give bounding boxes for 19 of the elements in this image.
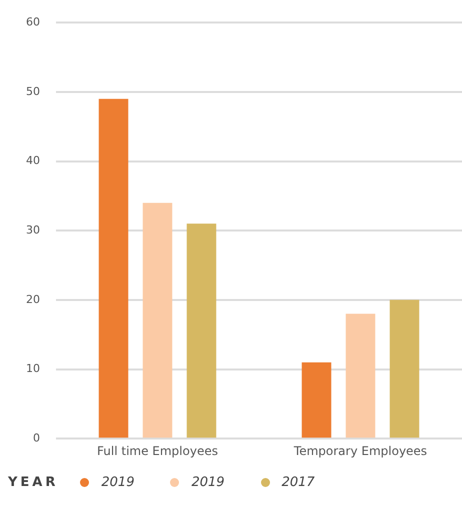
bar: [346, 314, 376, 438]
legend-title: YEAR: [8, 475, 58, 490]
y-tick-label: 60: [26, 15, 40, 28]
y-tick-label: 20: [26, 292, 40, 306]
y-tick-label: 0: [32, 431, 40, 444]
legend-label: 2019: [191, 475, 225, 490]
bar: [98, 98, 128, 438]
legend-label: 2019: [101, 475, 134, 490]
bar: [390, 300, 420, 438]
y-tick-label: 30: [26, 223, 40, 236]
bar: [186, 224, 216, 438]
y-tick-label: 40: [26, 154, 40, 168]
bar: [302, 362, 332, 438]
legend-label: 2017: [282, 475, 315, 490]
bar: [142, 202, 172, 438]
y-tick-label: 50: [26, 84, 40, 98]
x-tick-label: Temporary Employees: [292, 444, 428, 458]
y-tick-label: 10: [26, 362, 40, 376]
x-tick-label: Full time Employees: [97, 444, 218, 458]
